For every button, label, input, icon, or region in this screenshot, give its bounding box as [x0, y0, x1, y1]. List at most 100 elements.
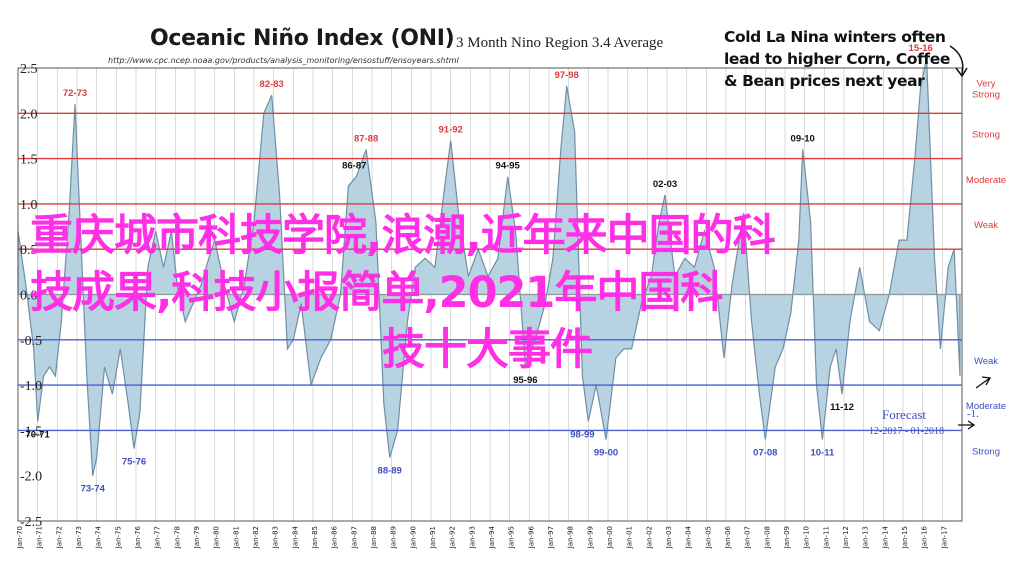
event-label: 94-95: [496, 161, 521, 172]
watermark-line-3: 技十大事件: [382, 325, 593, 375]
threshold-label: Moderate: [966, 175, 1006, 186]
x-tick-label: Jan-15: [901, 526, 909, 549]
y-tick-label: -0.5: [20, 334, 42, 349]
x-tick-label: Jan-86: [331, 525, 339, 549]
x-tick-label: Jan-93: [468, 526, 476, 549]
forecast-value: -1.: [967, 408, 979, 420]
callout-line-2: lead to higher Corn, Coffee: [724, 50, 950, 68]
x-tick-label: Jan-82: [252, 526, 260, 549]
x-tick-label: Jan-10: [803, 526, 811, 549]
x-tick-label: Jan-84: [291, 525, 299, 549]
threshold-label: Strong: [972, 130, 1000, 141]
y-tick-label: 1.5: [20, 153, 38, 168]
x-tick-label: Jan-71: [36, 526, 44, 549]
x-tick-label: Jan-73: [75, 526, 83, 549]
callout-arrow: [949, 45, 968, 78]
x-tick-label: Jan-81: [232, 526, 240, 549]
threshold-label: Strong: [972, 446, 1000, 457]
x-tick-label: Jan-11: [822, 526, 830, 549]
x-tick-label: Jan-06: [724, 525, 732, 549]
y-tick-label: -1.0: [20, 379, 42, 394]
event-label: 87-88: [354, 134, 378, 145]
x-tick-label: Jan-88: [370, 526, 378, 549]
event-label: 07-08: [753, 447, 777, 458]
x-tick-label: Jan-05: [704, 526, 712, 549]
event-label: 97-98: [555, 70, 579, 81]
x-tick-label: Jan-75: [114, 526, 122, 549]
watermark-line-2: 技成果,科技小报简单,2021年中国科: [30, 268, 723, 318]
watermark-line-1: 重庆城市科技学院,浪潮,近年来中国的科: [30, 211, 776, 261]
forecast-arrow: [975, 376, 992, 389]
y-tick-label: -1.5: [20, 424, 42, 439]
x-tick-label: Jan-00: [606, 526, 614, 549]
event-label: 86-87: [342, 161, 366, 172]
y-tick-label: 2.0: [20, 107, 38, 122]
x-tick-label: Jan-17: [940, 526, 948, 549]
x-tick-label: Jan-14: [881, 525, 889, 549]
event-label: 98-99: [570, 429, 594, 440]
x-tick-label: Jan-92: [449, 526, 457, 549]
y-tick-label: 1.0: [20, 198, 38, 213]
x-tick-label: Jan-01: [626, 526, 634, 549]
event-label: 15-16: [909, 43, 933, 54]
event-label: 10-11: [810, 447, 834, 458]
event-label: 75-76: [122, 457, 146, 468]
event-label: 70-71: [26, 429, 51, 440]
plot-frame: [17, 67, 963, 522]
x-tick-label: Jan-12: [842, 526, 850, 549]
x-tick-label: Jan-83: [272, 526, 280, 549]
x-tick-label: Jan-72: [55, 526, 63, 549]
event-label: 99-00: [594, 447, 618, 458]
threshold-label: Very: [976, 78, 995, 89]
callout-line-3: & Bean prices next year: [724, 72, 925, 90]
threshold-label: Moderate: [966, 401, 1006, 412]
x-tick-label: Jan-74: [95, 525, 103, 549]
threshold-label: Weak: [974, 356, 998, 367]
x-tick-label: Jan-02: [645, 526, 653, 549]
x-tick-label: Jan-91: [429, 526, 437, 549]
x-tick-label: Jan-87: [350, 526, 358, 549]
x-tick-label: Jan-07: [744, 526, 752, 549]
forecast-period: 12-2017 - 01-2018: [869, 426, 944, 437]
x-tick-label: Jan-16: [921, 525, 929, 549]
x-tick-label: Jan-70: [16, 526, 24, 549]
x-tick-label: Jan-77: [154, 526, 162, 549]
event-label: 02-03: [653, 179, 677, 190]
x-tick-label: Jan-95: [508, 526, 516, 549]
x-tick-label: Jan-78: [173, 526, 181, 549]
x-tick-label: Jan-97: [547, 526, 555, 549]
x-tick-label: Jan-98: [567, 526, 575, 549]
watermark-overlay: 重庆城市科技学院,浪潮,近年来中国的科 技成果,科技小报简单,2021年中国科 …: [30, 208, 940, 379]
x-tick-label: Jan-89: [390, 526, 398, 549]
x-tick-label: Jan-13: [862, 526, 870, 549]
x-tick-label: Jan-99: [586, 526, 594, 549]
x-tick-label: Jan-03: [665, 526, 673, 549]
event-label: 91-92: [439, 124, 463, 135]
y-tick-label: 0.0: [20, 289, 38, 304]
event-label: 95-96: [513, 375, 537, 386]
source-url: http://www.cpc.ncep.noaa.gov/products/an…: [108, 56, 459, 65]
callout-text: Cold La Nina winters often lead to highe…: [724, 26, 960, 92]
x-tick-label: Jan-90: [409, 526, 417, 549]
event-label: 73-74: [81, 484, 106, 495]
x-tick-label: Jan-79: [193, 526, 201, 549]
x-tick-label: Jan-96: [527, 525, 535, 549]
forecast-label: Forecast: [882, 407, 926, 422]
threshold-label: Weak: [974, 220, 998, 231]
x-tick-label: Jan-04: [685, 525, 693, 549]
event-label: 72-73: [63, 88, 87, 99]
x-tick-label: Jan-76: [134, 525, 142, 549]
x-tick-label: Jan-85: [311, 526, 319, 549]
threshold-label: Strong: [972, 89, 1000, 100]
y-tick-label: -2.5: [20, 515, 42, 530]
y-tick-label: 0.5: [20, 243, 38, 258]
event-label: 88-89: [378, 466, 402, 477]
x-tick-label: Jan-80: [213, 526, 221, 549]
forecast-arrow: [958, 420, 976, 430]
event-label: 11-12: [830, 402, 854, 413]
x-tick-label: Jan-09: [783, 526, 791, 549]
x-tick-label: Jan-94: [488, 525, 496, 549]
callout-line-1: Cold La Nina winters often: [724, 28, 946, 46]
